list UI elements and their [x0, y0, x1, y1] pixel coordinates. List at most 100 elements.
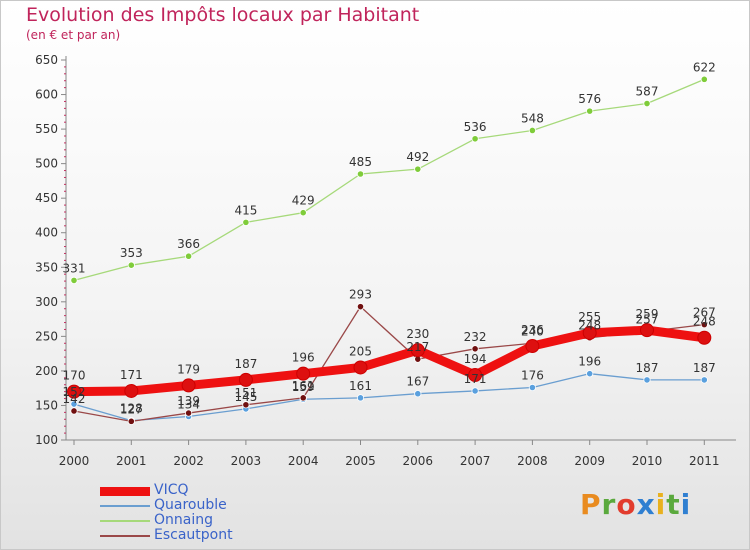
data-point-quarouble [356, 394, 365, 402]
x-tick-label: 2000 [59, 454, 90, 468]
data-point-onnaing [700, 75, 708, 83]
x-tick-label: 2003 [231, 454, 262, 468]
series-line-escautpont [73, 306, 705, 422]
data-point-escautpont [356, 303, 365, 311]
data-label-onnaing: 536 [464, 120, 487, 134]
logo-letter: i [680, 488, 692, 521]
data-label-quarouble: 145 [234, 390, 257, 404]
data-label-vicq: 187 [234, 357, 257, 371]
data-point-onnaing [586, 107, 594, 115]
legend-swatch-onnaing [100, 520, 150, 522]
data-point-vicq [410, 343, 425, 358]
data-label-vicq: 230 [406, 327, 429, 341]
data-label-vicq: 205 [349, 344, 372, 358]
data-label-escautpont: 142 [63, 392, 86, 406]
data-label-vicq: 255 [578, 310, 601, 324]
data-point-onnaing [242, 218, 250, 226]
data-label-onnaing: 492 [406, 150, 429, 164]
data-label-quarouble: 176 [521, 368, 544, 382]
data-label-onnaing: 331 [63, 261, 86, 275]
y-tick-label: 200 [35, 364, 58, 378]
y-tick-label: 100 [35, 433, 58, 447]
data-point-escautpont [185, 409, 193, 417]
data-label-onnaing: 485 [349, 155, 372, 169]
y-tick-label: 250 [35, 329, 58, 343]
data-point-onnaing [70, 276, 78, 284]
data-point-onnaing [185, 252, 193, 260]
data-point-quarouble [643, 376, 651, 384]
data-label-quarouble: 171 [464, 372, 487, 386]
data-point-vicq [697, 330, 712, 345]
data-label-quarouble: 196 [578, 355, 601, 369]
data-label-onnaing: 622 [693, 60, 716, 74]
data-label-vicq: 171 [120, 368, 143, 382]
x-tick-label: 2009 [574, 454, 605, 468]
legend-swatch-vicq [100, 487, 150, 496]
logo-letter: t [666, 488, 681, 521]
data-point-onnaing [299, 209, 307, 217]
data-point-vicq [124, 383, 139, 398]
data-point-vicq [181, 378, 196, 393]
data-point-vicq [238, 372, 253, 387]
x-tick-label: 2005 [345, 454, 376, 468]
y-tick-label: 400 [35, 226, 58, 240]
x-tick-label: 2001 [116, 454, 147, 468]
data-label-vicq: 194 [464, 352, 487, 366]
data-label-escautpont: 293 [349, 288, 372, 302]
x-tick-label: 2008 [517, 454, 548, 468]
data-label-vicq: 248 [693, 315, 716, 329]
y-tick-label: 500 [35, 157, 58, 171]
data-point-escautpont [70, 407, 78, 415]
legend-label-vicq: VICQ [154, 482, 189, 498]
series-line-quarouble [73, 373, 705, 422]
legend-label-quarouble: Quarouble [154, 497, 227, 513]
data-label-onnaing: 587 [636, 85, 659, 99]
data-point-vicq [296, 366, 311, 381]
data-label-onnaing: 429 [292, 194, 315, 208]
data-label-onnaing: 415 [234, 203, 257, 217]
x-tick-label: 2002 [173, 454, 204, 468]
data-label-quarouble: 152 [63, 385, 86, 399]
data-label-vicq: 236 [521, 323, 544, 337]
y-tick-label: 600 [35, 88, 58, 102]
series-line-vicq [69, 325, 709, 397]
logo-letter: r [601, 488, 617, 521]
data-label-escautpont: 257 [636, 313, 659, 327]
data-label-escautpont: 217 [406, 340, 429, 354]
y-tick-label: 300 [35, 295, 58, 309]
y-tick-label: 150 [35, 398, 58, 412]
data-point-quarouble [471, 387, 479, 395]
data-point-quarouble [700, 376, 708, 384]
data-label-escautpont: 139 [177, 394, 200, 408]
data-point-vicq [468, 368, 483, 383]
data-point-quarouble [586, 370, 594, 378]
data-point-escautpont [299, 394, 307, 402]
data-label-vicq: 196 [292, 351, 315, 365]
data-label-quarouble: 187 [636, 361, 659, 375]
data-point-vicq [353, 360, 368, 375]
data-point-vicq [67, 384, 81, 399]
data-point-quarouble [528, 383, 537, 392]
y-tick-label: 550 [35, 122, 58, 136]
x-tick-label: 2011 [689, 454, 720, 468]
legend-swatch-escautpont [100, 535, 150, 537]
data-label-escautpont: 248 [578, 319, 601, 333]
data-label-vicq: 170 [63, 369, 86, 383]
data-label-quarouble: 167 [406, 375, 429, 389]
data-label-onnaing: 353 [120, 246, 143, 260]
proxiti-logo: Proxiti [580, 488, 691, 521]
data-label-escautpont: 161 [292, 379, 315, 393]
data-label-escautpont: 151 [234, 386, 257, 400]
data-point-onnaing [127, 261, 135, 269]
legend-label-onnaing: Onnaing [154, 512, 213, 528]
data-point-escautpont [242, 401, 250, 409]
data-label-quarouble: 161 [349, 379, 372, 393]
data-label-vicq: 179 [177, 362, 200, 376]
y-tick-label: 450 [35, 191, 58, 205]
series-line-onnaing [73, 78, 705, 282]
data-point-vicq [525, 339, 540, 354]
data-point-onnaing [643, 99, 651, 108]
x-tick-label: 2004 [288, 454, 319, 468]
logo-letter: o [616, 488, 637, 521]
